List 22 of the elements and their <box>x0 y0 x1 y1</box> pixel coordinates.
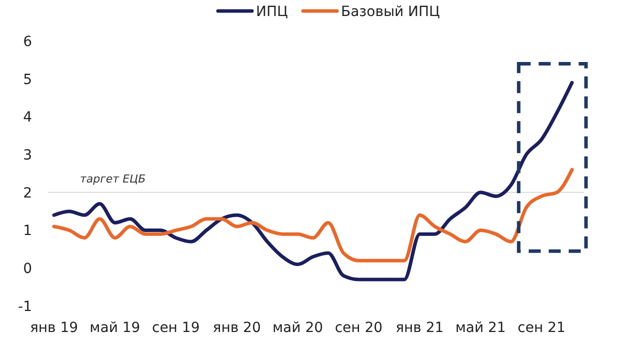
x-tick-label: сен 19 <box>152 320 200 336</box>
y-tick-label: 6 <box>23 34 32 50</box>
x-tick-label: янв 20 <box>212 320 261 336</box>
ref-line-label: таргет ЕЦБ <box>80 172 146 186</box>
line-series <box>52 168 574 262</box>
y-tick-label: 1 <box>23 223 32 240</box>
x-tick-label: май 19 <box>90 320 140 336</box>
x-tick-label: май 21 <box>455 320 506 336</box>
x-tick-label: сен 20 <box>334 320 383 336</box>
line-series <box>52 80 574 282</box>
y-tick-label: -1 <box>18 298 32 315</box>
legend-label: Базовый ИПЦ <box>341 4 440 20</box>
x-tick-label: янв 19 <box>30 320 78 336</box>
y-tick-label: 0 <box>23 261 32 278</box>
y-tick-label: 5 <box>23 72 32 88</box>
y-tick-label: 4 <box>23 110 32 126</box>
legend-label: ИПЦ <box>256 4 288 20</box>
x-tick-label: сен 21 <box>518 320 566 336</box>
x-tick-label: янв 21 <box>396 320 444 336</box>
y-tick-label: 2 <box>23 185 32 202</box>
y-tick-label: 3 <box>23 147 32 164</box>
x-tick-label: май 20 <box>272 320 324 336</box>
